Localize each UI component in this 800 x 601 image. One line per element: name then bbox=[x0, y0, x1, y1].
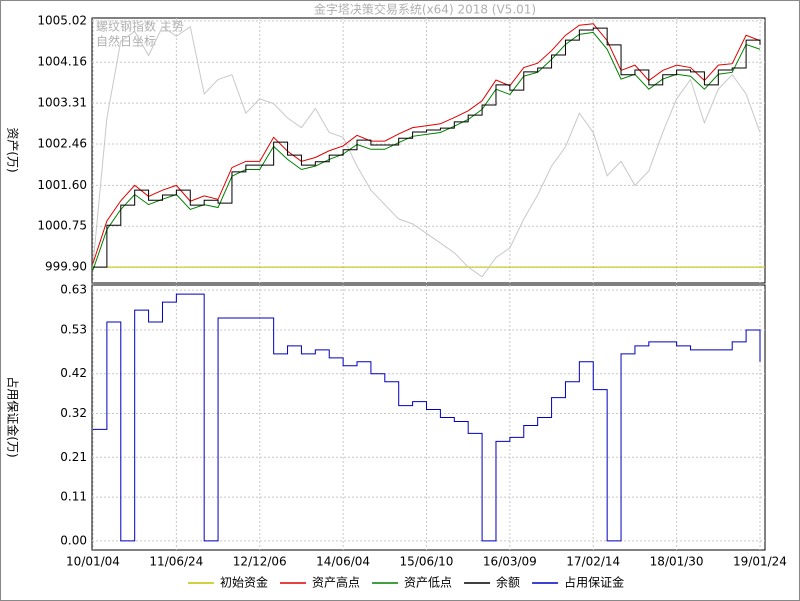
legend-label: 占用保证金 bbox=[564, 575, 624, 590]
x-tick-label: 10/01/04 bbox=[66, 555, 120, 569]
legend-label: 初始资金 bbox=[220, 575, 268, 590]
series-line bbox=[93, 27, 761, 268]
x-tick-label: 14/06/04 bbox=[316, 555, 370, 569]
x-tick-label: 12/12/06 bbox=[233, 555, 287, 569]
y-tick-label: 0.11 bbox=[60, 490, 87, 504]
legend-label: 资产高点 bbox=[312, 575, 360, 590]
x-tick-label: 19/01/24 bbox=[733, 555, 787, 569]
y-tick-label: 1002.46 bbox=[37, 137, 87, 151]
x-tick-label: 15/06/10 bbox=[400, 555, 454, 569]
series-line bbox=[93, 293, 761, 542]
y-axis-label: 占用保证金(万) bbox=[6, 376, 21, 457]
legend-label: 资产低点 bbox=[404, 576, 452, 590]
x-tick-label: 18/01/30 bbox=[650, 555, 704, 569]
annotation: 螺纹钢指数 主势 bbox=[96, 19, 184, 34]
annotation: 自然日坐标 bbox=[96, 34, 156, 49]
legend-label: 余额 bbox=[496, 575, 520, 590]
y-tick-label: 1003.31 bbox=[37, 96, 87, 110]
y-tick-label: 1005.02 bbox=[37, 13, 87, 27]
top-plot-frame bbox=[91, 17, 766, 284]
y-tick-label: 1000.75 bbox=[37, 219, 87, 233]
x-tick-label: 17/02/14 bbox=[566, 555, 620, 569]
x-tick-label: 16/03/09 bbox=[483, 555, 537, 569]
y-tick-label: 1004.16 bbox=[37, 55, 87, 69]
y-tick-label: 0.21 bbox=[60, 450, 87, 464]
y-tick-label: 999.90 bbox=[45, 260, 87, 274]
series-line bbox=[92, 25, 761, 278]
y-tick-label: 0.53 bbox=[60, 322, 87, 336]
y-tick-label: 1001.60 bbox=[37, 178, 87, 192]
y-axis-label: 资产(万) bbox=[6, 127, 20, 172]
y-tick-label: 0.32 bbox=[60, 406, 87, 420]
y-tick-label: 0.00 bbox=[60, 533, 87, 547]
chart-title: 金字塔决策交易系统(x64) 2018 (V5.01) bbox=[314, 2, 536, 17]
y-tick-label: 0.42 bbox=[60, 366, 87, 380]
y-tick-label: 0.63 bbox=[60, 283, 87, 297]
bottom-plot-frame bbox=[91, 284, 766, 551]
x-tick-label: 11/06/24 bbox=[149, 555, 203, 569]
